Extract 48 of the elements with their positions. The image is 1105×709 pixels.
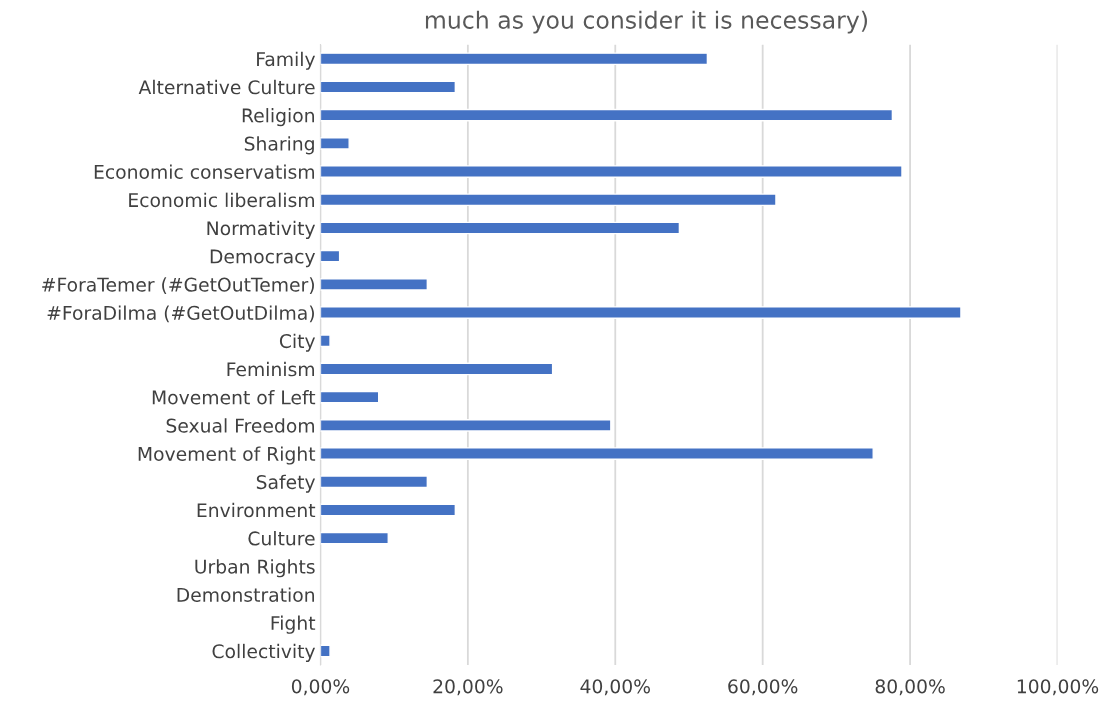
- y-tick-label: #ForaTemer (#GetOutTemer): [42, 277, 314, 294]
- bar: [320, 644, 331, 658]
- y-tick-label: Environment: [197, 502, 316, 518]
- y-tick-label: Sharing: [244, 136, 314, 155]
- y-tick-label: Collectivity: [212, 643, 316, 662]
- x-tick-label: 0,00%: [291, 679, 350, 696]
- bar: [320, 52, 709, 66]
- x-tick-label: 60,00%: [728, 679, 798, 696]
- chart-title: much as you consider it is necessary): [425, 10, 868, 34]
- y-tick-label: Religion: [242, 108, 314, 127]
- x-tick-label: 80,00%: [875, 679, 945, 696]
- y-tick-label: Movement of Left: [152, 390, 316, 405]
- y-tick-label: Democracy: [210, 249, 316, 268]
- y-tick-label: City: [279, 333, 316, 352]
- bar: [320, 390, 380, 404]
- x-tick-label: 20,00%: [433, 679, 503, 696]
- y-tick-label: Normativity: [207, 220, 316, 239]
- x-tick-label: 100,00%: [1017, 679, 1099, 696]
- bar: [320, 419, 612, 432]
- bar: [320, 447, 874, 460]
- y-tick-label: Safety: [256, 474, 316, 493]
- bar: [320, 193, 777, 207]
- y-tick-label: Movement of Right: [138, 446, 316, 465]
- y-tick-label: Economic conservatism: [94, 164, 314, 179]
- y-tick-label: Demonstration: [177, 587, 314, 602]
- y-tick-label: #ForaDilma (#GetOutDilma): [47, 305, 314, 323]
- y-tick-label: Sexual Freedom: [166, 418, 314, 433]
- bar: [320, 221, 681, 235]
- bar: [320, 503, 457, 517]
- bar: [320, 249, 341, 263]
- y-tick-label: Family: [257, 51, 316, 70]
- y-tick-label: Urban Rights: [195, 559, 315, 578]
- bar: [320, 278, 429, 291]
- bar: [320, 334, 331, 348]
- y-tick-label: Alternative Culture: [138, 79, 315, 95]
- x-tick-label: 40,00%: [580, 679, 650, 696]
- y-tick-label: Fight: [271, 615, 316, 634]
- bar: [320, 137, 350, 150]
- bar: [320, 475, 429, 489]
- bar: [320, 165, 903, 178]
- bar: [320, 531, 389, 545]
- y-tick-label: Feminism: [227, 361, 314, 377]
- bar: [320, 362, 554, 376]
- y-tick-label: Economic liberalism: [129, 192, 314, 208]
- bar: [320, 108, 894, 122]
- bar: [320, 306, 962, 319]
- bar: [320, 80, 457, 94]
- y-tick-label: Culture: [248, 531, 315, 546]
